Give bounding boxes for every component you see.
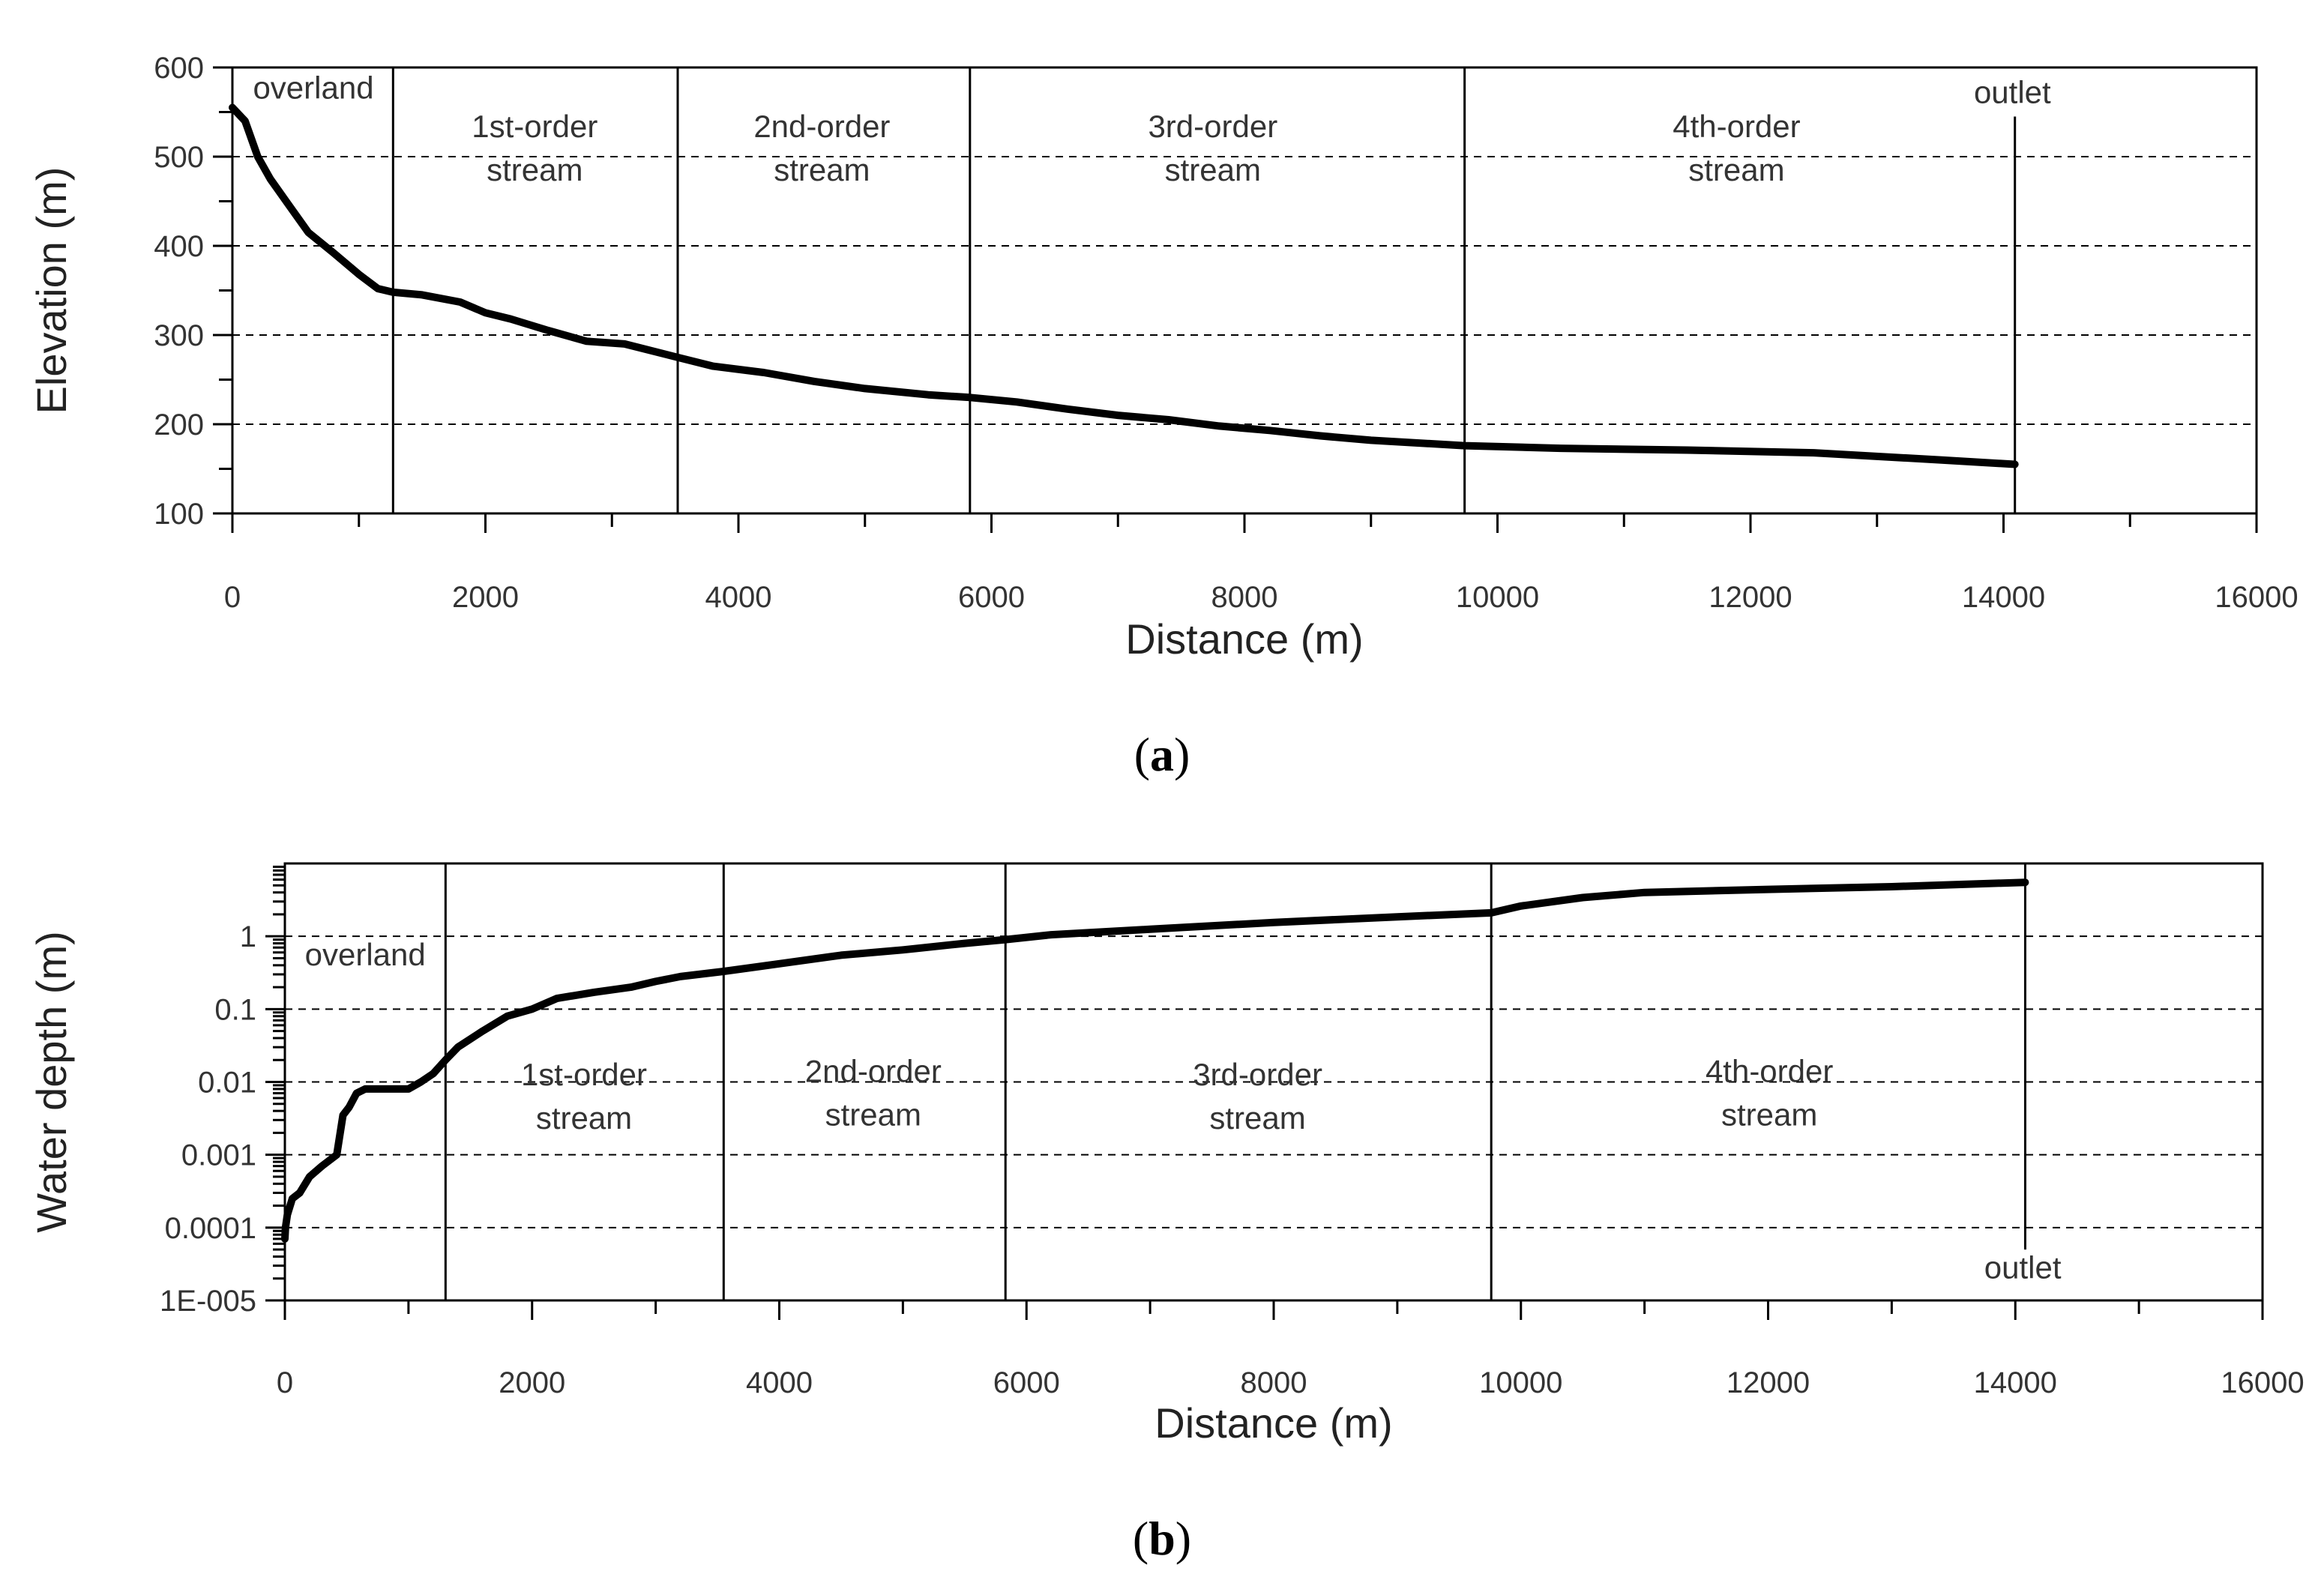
panel-caption: (a) [1134,728,1190,781]
x-tick-label: 10000 [1479,1366,1562,1399]
x-tick-label: 10000 [1456,581,1539,614]
y-axis-title: Elevation (m) [28,167,75,414]
region-label: stream [1688,152,1784,187]
x-tick-label: 2000 [499,1366,565,1399]
y-tick-label: 0.0001 [165,1212,256,1245]
region-label: 4th-order [1673,109,1800,144]
caption-open-paren: ( [1133,1512,1149,1565]
x-tick-label: 4000 [746,1366,813,1399]
y-tick-label: 200 [154,408,204,441]
x-axis-title: Distance (m) [1155,1399,1392,1447]
caption-open-paren: ( [1134,728,1150,781]
region-label: stream [1209,1100,1305,1136]
y-tick-label: 1E-005 [160,1285,256,1318]
caption-close-paren: ) [1174,728,1190,781]
x-tick-label: 16000 [2221,1366,2304,1399]
region-label: stream [774,152,870,187]
x-tick-label: 2000 [452,581,519,614]
region-label: outlet [1974,75,2051,110]
region-label: overland [305,937,426,972]
x-tick-label: 12000 [1709,581,1792,614]
region-label: 4th-order [1706,1054,1833,1089]
y-tick-label: 1 [240,920,256,953]
x-tick-label: 8000 [1211,581,1278,614]
region-label: stream [1721,1097,1817,1133]
y-tick-label: 400 [154,230,204,263]
region-label: 2nd-order [753,109,890,144]
y-tick-label: 0.001 [181,1139,256,1172]
panel-b-water-depth-profile: 0 2000 4000 6000 8000 10000 12000 14000 16000 1E-… [28,862,2305,1565]
region-label: stream [1165,152,1261,187]
panel-a-elevation-profile: 0 2000 4000 6000 8000 10000 12000 14000 16000 100… [28,52,2299,781]
x-tick-label: 0 [277,1366,293,1399]
x-axis-title: Distance (m) [1125,615,1363,663]
x-tick-label: 6000 [958,581,1025,614]
y-tick-label: 100 [154,498,204,531]
region-label: outlet [1984,1250,2062,1285]
x-tick-label: 8000 [1241,1366,1307,1399]
x-tick-label: 14000 [1962,581,2045,614]
region-label: stream [536,1100,632,1136]
caption-letter: b [1149,1512,1175,1565]
x-tick-label: 6000 [993,1366,1060,1399]
region-label: stream [487,152,582,187]
region-label: 3rd-order [1148,109,1277,144]
series-line [281,878,2029,1243]
x-tick-label: 12000 [1727,1366,1810,1399]
x-tick-label: 16000 [2215,581,2298,614]
region-label: stream [825,1097,921,1133]
region-label: 2nd-order [805,1054,942,1089]
caption-close-paren: ) [1175,1512,1191,1565]
y-tick-label: 0.01 [198,1067,256,1100]
x-tick-label: 14000 [1974,1366,2057,1399]
region-label: overland [253,70,373,106]
y-tick-label: 0.1 [214,993,256,1026]
y-axis-title: Water depth (m) [28,931,75,1232]
y-tick-label: 600 [154,52,204,85]
y-tick-label: 500 [154,141,204,174]
series-line [229,103,2019,468]
region-label: 1st-order [521,1057,647,1092]
x-tick-label: 0 [224,581,241,614]
caption-letter: a [1150,728,1174,781]
panel-caption: (b) [1133,1512,1191,1565]
region-label: 1st-order [472,109,597,144]
y-tick-label: 300 [154,319,204,352]
region-label: 3rd-order [1193,1057,1322,1092]
x-tick-label: 4000 [705,581,772,614]
